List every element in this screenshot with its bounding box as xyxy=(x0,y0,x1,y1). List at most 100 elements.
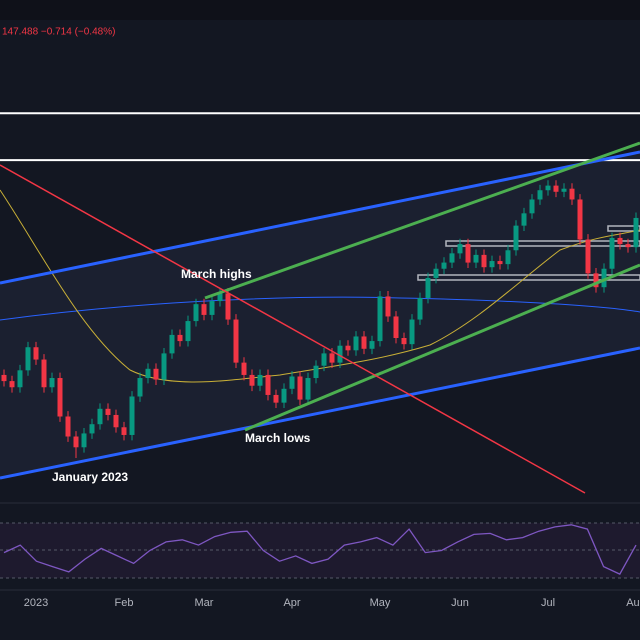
candle-body xyxy=(497,261,503,265)
candle-body xyxy=(393,316,399,339)
candle-body xyxy=(609,237,615,269)
top-bar xyxy=(0,0,640,20)
moving-average-50 xyxy=(0,189,640,383)
price-header: 147.488 −0.714 (−0.48%) xyxy=(2,27,115,38)
x-tick-label: Aug xyxy=(626,597,640,609)
candle-body xyxy=(337,345,343,363)
candle-body xyxy=(65,416,71,437)
candle-body xyxy=(33,347,39,360)
candle-body xyxy=(345,345,351,351)
x-tick-label: Feb xyxy=(115,597,134,609)
candle-body xyxy=(505,250,511,265)
candle-body xyxy=(217,293,223,302)
candle-body xyxy=(225,293,231,320)
x-tick-label: Jun xyxy=(451,597,469,609)
candle-body xyxy=(121,427,127,435)
candle-body xyxy=(361,336,367,349)
candle-body xyxy=(137,378,143,397)
candle-body xyxy=(169,334,175,354)
candle-body xyxy=(281,388,287,403)
candle-body xyxy=(257,374,263,386)
downtrend-line xyxy=(0,164,586,494)
candle-body xyxy=(153,368,159,380)
candle-body xyxy=(81,433,87,448)
candle-body xyxy=(513,225,519,251)
candle-body xyxy=(617,237,623,245)
candle-body xyxy=(321,353,327,366)
candle-body xyxy=(409,319,415,345)
candle-body xyxy=(433,268,439,278)
candle-body xyxy=(625,244,631,248)
candle-body xyxy=(601,268,607,288)
candle-body xyxy=(585,239,591,274)
candle-body xyxy=(89,424,95,434)
candle-body xyxy=(577,199,583,240)
candle-body xyxy=(521,213,527,226)
candle-body xyxy=(289,376,295,389)
channel-fill xyxy=(0,152,640,478)
channel-lower xyxy=(0,346,640,480)
rsi-line xyxy=(3,524,637,575)
candle-body xyxy=(249,374,255,386)
channel-upper xyxy=(0,150,640,285)
candle-body xyxy=(329,353,335,363)
candle-body xyxy=(385,296,391,317)
candle-body xyxy=(313,365,319,379)
candle-body xyxy=(305,378,311,400)
candle-body xyxy=(57,378,63,417)
candle-body xyxy=(49,378,55,388)
candle-body xyxy=(473,254,479,263)
candle-body xyxy=(537,190,543,200)
trend-lower xyxy=(244,263,640,432)
annotation: March highs xyxy=(181,267,252,281)
x-tick-label: 2023 xyxy=(24,597,48,609)
candle-body xyxy=(73,436,79,448)
candle-body xyxy=(377,296,383,342)
candle-body xyxy=(9,381,15,388)
candle-body xyxy=(441,262,447,269)
candle-body xyxy=(553,185,559,192)
candle-body xyxy=(41,359,47,388)
candle-body xyxy=(209,301,215,315)
candle-body xyxy=(425,277,431,298)
candle-body xyxy=(105,408,111,415)
candle-body xyxy=(633,217,639,248)
x-tick-label: Apr xyxy=(283,597,300,609)
candle-body xyxy=(353,336,359,351)
candle-body xyxy=(489,261,495,268)
x-tick-label: May xyxy=(370,597,391,609)
x-tick-label: Mar xyxy=(195,597,214,609)
candle-body xyxy=(185,321,191,342)
annotation: January 2023 xyxy=(52,470,128,484)
candle-body xyxy=(369,341,375,349)
candle-body xyxy=(561,188,567,192)
candle-body xyxy=(481,254,487,268)
candle-body xyxy=(113,414,119,428)
candle-body xyxy=(177,334,183,342)
candle-body xyxy=(145,368,151,379)
candle-body xyxy=(545,185,551,191)
candle-body xyxy=(457,244,463,254)
candle-body xyxy=(97,408,103,425)
candle-body xyxy=(25,347,31,371)
candle-body xyxy=(529,199,535,214)
candle-body xyxy=(465,244,471,263)
candle-body xyxy=(1,374,7,382)
annotation: March lows xyxy=(245,431,311,445)
range-box xyxy=(445,240,640,247)
candle-body xyxy=(569,188,575,200)
x-tick-label: Jul xyxy=(541,597,555,609)
candle-body xyxy=(265,374,271,395)
candle-body xyxy=(241,362,247,375)
candle-body xyxy=(417,297,423,320)
candle-body xyxy=(233,319,239,363)
candle-body xyxy=(17,370,23,388)
candle-body xyxy=(449,253,455,263)
candle-body xyxy=(297,376,303,400)
candle-body xyxy=(401,338,407,345)
candle-body xyxy=(201,304,207,315)
candle-body xyxy=(593,273,599,288)
candle-body xyxy=(161,353,167,380)
trend-upper xyxy=(204,141,640,300)
